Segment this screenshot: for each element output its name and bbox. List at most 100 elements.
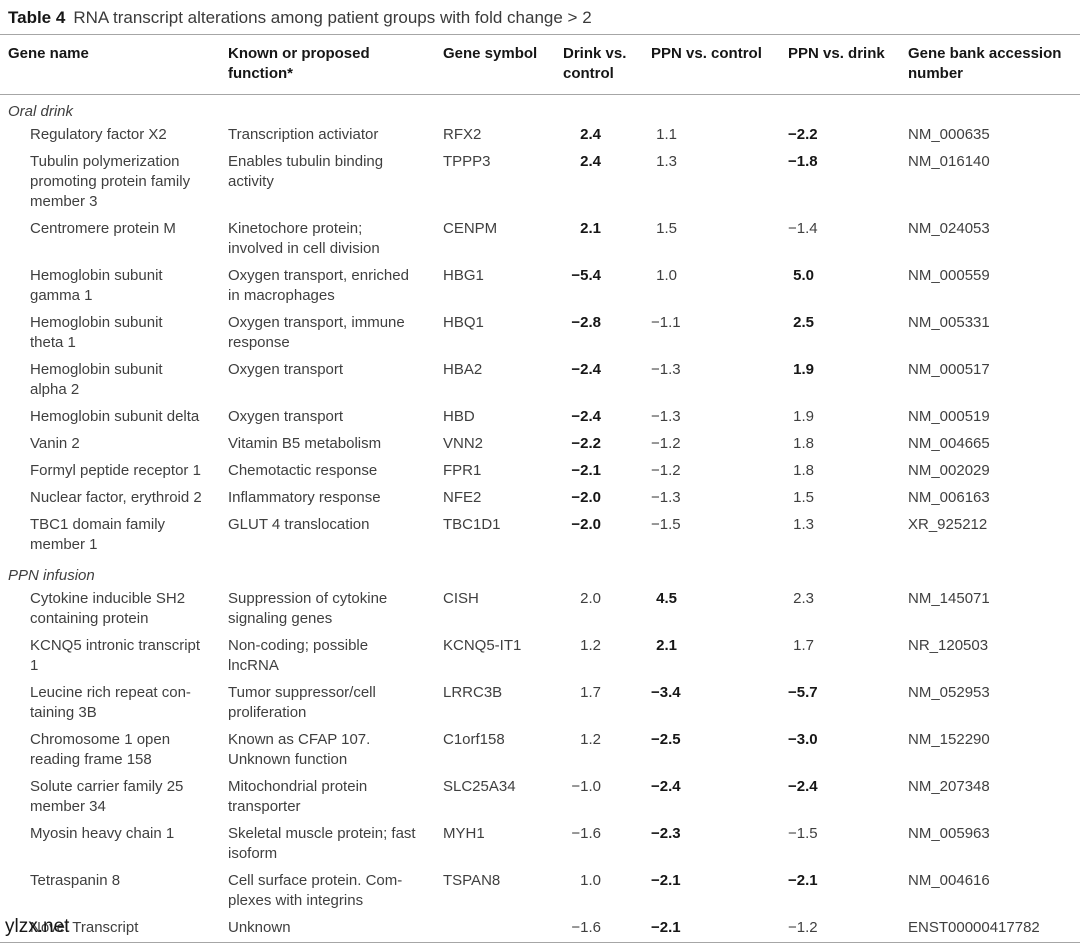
col-header-ppn-vs-control: PPN vs. control — [651, 45, 762, 62]
drink-vs-control-cell-value: 1.7 — [580, 684, 601, 701]
ppn-vs-control-cell-value: −2.1 — [651, 872, 681, 889]
accession-cell: NM_145071 — [908, 590, 990, 607]
ppn-vs-drink-cell-value: 1.3 — [793, 516, 814, 533]
function-cell: Oxygen transport, enriched in macrophage… — [228, 267, 409, 304]
ppn-vs-control-cell: −2.1 — [651, 915, 788, 942]
ppn-vs-drink-cell: −3.0 — [788, 727, 908, 774]
ppn-vs-drink-cell: 1.8 — [788, 431, 908, 458]
ppn-vs-control-cell: −2.1 — [651, 868, 788, 915]
ppn-vs-drink-cell: −1.8 — [788, 149, 908, 216]
ppn-vs-control-cell: 2.1 — [651, 633, 788, 680]
ppn-vs-drink-cell: −2.4 — [788, 774, 908, 821]
ppn-vs-control-cell-value: 1.5 — [656, 220, 677, 237]
ppn-vs-control-cell-value: −1.3 — [651, 489, 681, 506]
ppn-vs-drink-cell: −1.5 — [788, 821, 908, 868]
ppn-vs-control-cell-value: −2.3 — [651, 825, 681, 842]
drink-vs-control-cell-value: 2.4 — [580, 126, 601, 143]
ppn-vs-control-cell-value: 1.3 — [656, 153, 677, 170]
ppn-vs-control-cell: −1.5 — [651, 512, 788, 559]
gene-name-cell: Formyl peptide receptor 1 — [30, 462, 201, 479]
gene-name-cell: Hemoglobin subunit gamma 1 — [30, 267, 163, 304]
drink-vs-control-cell-value: −2.8 — [571, 314, 601, 331]
ppn-vs-control-cell-value: −1.2 — [651, 462, 681, 479]
function-cell: Oxygen transport, immune response — [228, 314, 405, 351]
col-header-gene-symbol: Gene symbol — [443, 45, 538, 62]
accession-cell: NM_024053 — [908, 220, 990, 237]
table-row: Hemoglobin subunit theta 1 Oxygen transpo… — [0, 310, 1080, 357]
accession-cell: NM_004665 — [908, 435, 990, 452]
drink-vs-control-cell-value: −1.6 — [571, 919, 601, 936]
gene-name-cell: Cytokine inducible SH2 containing protei… — [30, 590, 186, 627]
function-cell: Kinetochore protein; involved in cell di… — [228, 220, 380, 257]
ppn-vs-drink-cell: −1.4 — [788, 216, 908, 263]
accession-cell: NR_120503 — [908, 637, 989, 654]
function-cell: Unknown — [228, 919, 291, 936]
accession-cell: NM_005963 — [908, 825, 990, 842]
gene-symbol-cell: MYH1 — [443, 825, 485, 842]
ppn-vs-control-cell-value: −1.3 — [651, 408, 681, 425]
drink-vs-control-cell-value: 1.0 — [580, 872, 601, 889]
accession-cell: NM_006163 — [908, 489, 990, 506]
drink-vs-control-cell-value: −1.0 — [571, 778, 601, 795]
accession-cell: XR_925212 — [908, 516, 988, 533]
drink-vs-control-cell: −1.6 — [563, 915, 651, 942]
drink-vs-control-cell-value: −2.2 — [571, 435, 601, 452]
drink-vs-control-cell-value: 1.2 — [580, 731, 601, 748]
ppn-vs-drink-cell: −2.1 — [788, 868, 908, 915]
watermark: ylzx.net — [5, 916, 70, 937]
section-label: PPN infusion — [8, 567, 95, 584]
ppn-vs-drink-cell: 1.9 — [788, 404, 908, 431]
function-cell: Known as CFAP 107. Unknown function — [228, 731, 371, 768]
ppn-vs-control-cell-value: −3.4 — [651, 684, 681, 701]
ppn-vs-control-cell-value: 4.5 — [656, 590, 677, 607]
ppn-vs-control-cell: 1.0 — [651, 263, 788, 310]
accession-cell: NM_004616 — [908, 872, 990, 889]
gene-name-cell: TBC1 domain family member 1 — [30, 516, 166, 553]
gene-name-cell: Regulatory factor X2 — [30, 126, 167, 143]
gene-name-cell: Tubulin polymerization promoting protein… — [30, 153, 191, 210]
drink-vs-control-cell: 2.1 — [563, 216, 651, 263]
accession-cell: NM_000519 — [908, 408, 990, 425]
drink-vs-control-cell-value: −2.4 — [571, 408, 601, 425]
accession-cell: NM_005331 — [908, 314, 990, 331]
accession-cell: NM_207348 — [908, 778, 990, 795]
ppn-vs-drink-cell: −5.7 — [788, 680, 908, 727]
ppn-vs-control-cell-value: −2.1 — [651, 919, 681, 936]
gene-symbol-cell: NFE2 — [443, 489, 482, 506]
function-cell: Suppression of cytokine signaling genes — [228, 590, 388, 627]
ppn-vs-drink-cell-value: −1.2 — [788, 919, 818, 936]
gene-symbol-cell: LRRC3B — [443, 684, 503, 701]
table-row: Leucine rich repeat con- taining 3B Tumor… — [0, 680, 1080, 727]
gene-symbol-cell: SLC25A34 — [443, 778, 516, 795]
gene-symbol-cell: CENPM — [443, 220, 498, 237]
accession-cell: NM_000635 — [908, 126, 990, 143]
gene-symbol-cell: KCNQ5-IT1 — [443, 637, 522, 654]
ppn-vs-control-cell-value: −1.3 — [651, 361, 681, 378]
ppn-vs-control-cell: 1.5 — [651, 216, 788, 263]
table-header-row: Gene name Known or proposed function* Ge… — [0, 35, 1080, 95]
table-row: Tetraspanin 8 Cell surface protein. Com- … — [0, 868, 1080, 915]
gene-symbol-cell: TSPAN8 — [443, 872, 501, 889]
drink-vs-control-cell: −2.1 — [563, 458, 651, 485]
gene-name-cell: Solute carrier family 25 member 34 — [30, 778, 184, 815]
drink-vs-control-cell: 1.2 — [563, 633, 651, 680]
ppn-vs-drink-cell: 2.3 — [788, 586, 908, 633]
ppn-vs-drink-cell: 5.0 — [788, 263, 908, 310]
ppn-vs-drink-cell-value: 1.8 — [793, 435, 814, 452]
accession-cell: NM_002029 — [908, 462, 990, 479]
drink-vs-control-cell: −2.0 — [563, 512, 651, 559]
gene-symbol-cell: CISH — [443, 590, 479, 607]
drink-vs-control-cell: −1.6 — [563, 821, 651, 868]
function-cell: Tumor suppressor/cell proliferation — [228, 684, 376, 721]
ppn-vs-control-cell-value: −1.1 — [651, 314, 681, 331]
accession-cell: NM_000559 — [908, 267, 990, 284]
accession-cell: NM_152290 — [908, 731, 990, 748]
ppn-vs-drink-cell-value: 1.8 — [793, 462, 814, 479]
drink-vs-control-cell: 1.0 — [563, 868, 651, 915]
ppn-vs-control-cell: −3.4 — [651, 680, 788, 727]
accession-cell: NM_016140 — [908, 153, 990, 170]
gene-symbol-cell: HBD — [443, 408, 475, 425]
gene-symbol-cell: FPR1 — [443, 462, 482, 479]
gene-name-cell: Hemoglobin subunit theta 1 — [30, 314, 163, 351]
col-header-ppn-vs-drink: PPN vs. drink — [788, 45, 885, 62]
